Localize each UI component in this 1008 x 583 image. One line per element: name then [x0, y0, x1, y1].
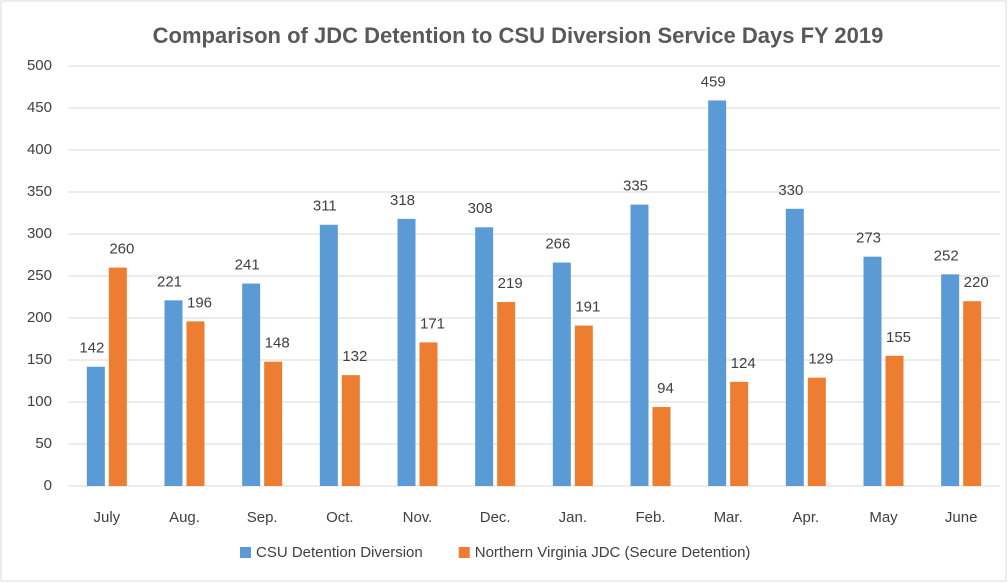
bar — [652, 407, 671, 486]
bar — [419, 342, 438, 486]
y-tick-label: 100 — [27, 393, 52, 410]
bar — [497, 302, 516, 486]
data-label: 129 — [808, 351, 833, 368]
legend-label: CSU Detention Diversion — [256, 544, 423, 561]
x-tick-label: Aug. — [169, 509, 200, 526]
data-label: 318 — [390, 192, 415, 209]
x-tick-label: Feb. — [635, 509, 665, 526]
data-label: 171 — [420, 315, 445, 332]
y-tick-label: 400 — [27, 141, 52, 158]
data-label: 311 — [313, 198, 337, 215]
bar — [807, 377, 826, 486]
bar — [785, 208, 804, 487]
bar — [708, 100, 727, 486]
x-tick-label: May — [869, 509, 898, 526]
bar — [941, 274, 960, 486]
data-label: 124 — [731, 355, 756, 372]
data-label: 260 — [109, 241, 134, 258]
y-tick-label: 50 — [35, 435, 52, 452]
bar — [885, 355, 904, 486]
y-tick-label: 0 — [44, 477, 52, 494]
x-tick-label: July — [93, 509, 120, 526]
legend-label: Northern Virginia JDC (Secure Detention) — [475, 544, 751, 561]
data-label: 191 — [575, 299, 600, 316]
legend-swatch — [458, 547, 470, 558]
data-label: 220 — [964, 274, 989, 291]
x-tick-label: June — [945, 509, 978, 526]
bar — [186, 321, 205, 486]
y-tick-label: 250 — [27, 267, 52, 284]
bar — [552, 262, 571, 486]
bar — [630, 204, 649, 486]
x-tick-label: Dec. — [480, 509, 511, 526]
x-tick-label: Nov. — [403, 509, 433, 526]
y-tick-label: 300 — [27, 225, 52, 242]
legend-swatch — [240, 547, 251, 558]
x-tick-label: Jan. — [559, 509, 587, 526]
bar — [341, 375, 360, 486]
data-label: 252 — [934, 247, 959, 264]
y-tick-label: 200 — [27, 309, 52, 326]
bar — [730, 381, 749, 486]
y-tick-label: 150 — [27, 351, 52, 368]
y-tick-label: 450 — [27, 99, 52, 116]
bar — [242, 283, 261, 486]
bar — [108, 267, 127, 486]
data-label: 148 — [265, 335, 290, 352]
data-label: 266 — [545, 236, 570, 253]
chart-title: Comparison of JDC Detention to CSU Diver… — [153, 23, 884, 48]
data-label: 459 — [701, 73, 726, 90]
y-tick-label: 500 — [27, 57, 52, 74]
bar — [397, 218, 416, 486]
data-label: 196 — [187, 294, 212, 311]
bar — [863, 256, 882, 486]
data-label: 132 — [342, 348, 367, 365]
x-tick-label: Sep. — [247, 509, 278, 526]
data-label: 241 — [235, 257, 260, 274]
data-label: 273 — [856, 230, 881, 247]
data-label: 219 — [498, 275, 523, 292]
data-label: 221 — [157, 273, 182, 290]
data-label: 142 — [79, 340, 104, 357]
data-label: 155 — [886, 329, 911, 346]
bar — [264, 361, 283, 486]
y-tick-label: 350 — [27, 183, 52, 200]
bar — [319, 224, 338, 486]
data-label: 335 — [623, 178, 648, 195]
bar — [574, 325, 593, 486]
bar — [963, 301, 982, 486]
bar — [86, 366, 105, 486]
data-label: 330 — [778, 182, 803, 199]
x-tick-label: Oct. — [326, 509, 354, 526]
bar — [164, 300, 183, 486]
data-label: 308 — [468, 200, 493, 217]
data-label: 94 — [657, 380, 674, 397]
x-tick-label: Apr. — [792, 509, 819, 526]
bar — [475, 227, 494, 486]
x-tick-label: Mar. — [714, 509, 743, 526]
